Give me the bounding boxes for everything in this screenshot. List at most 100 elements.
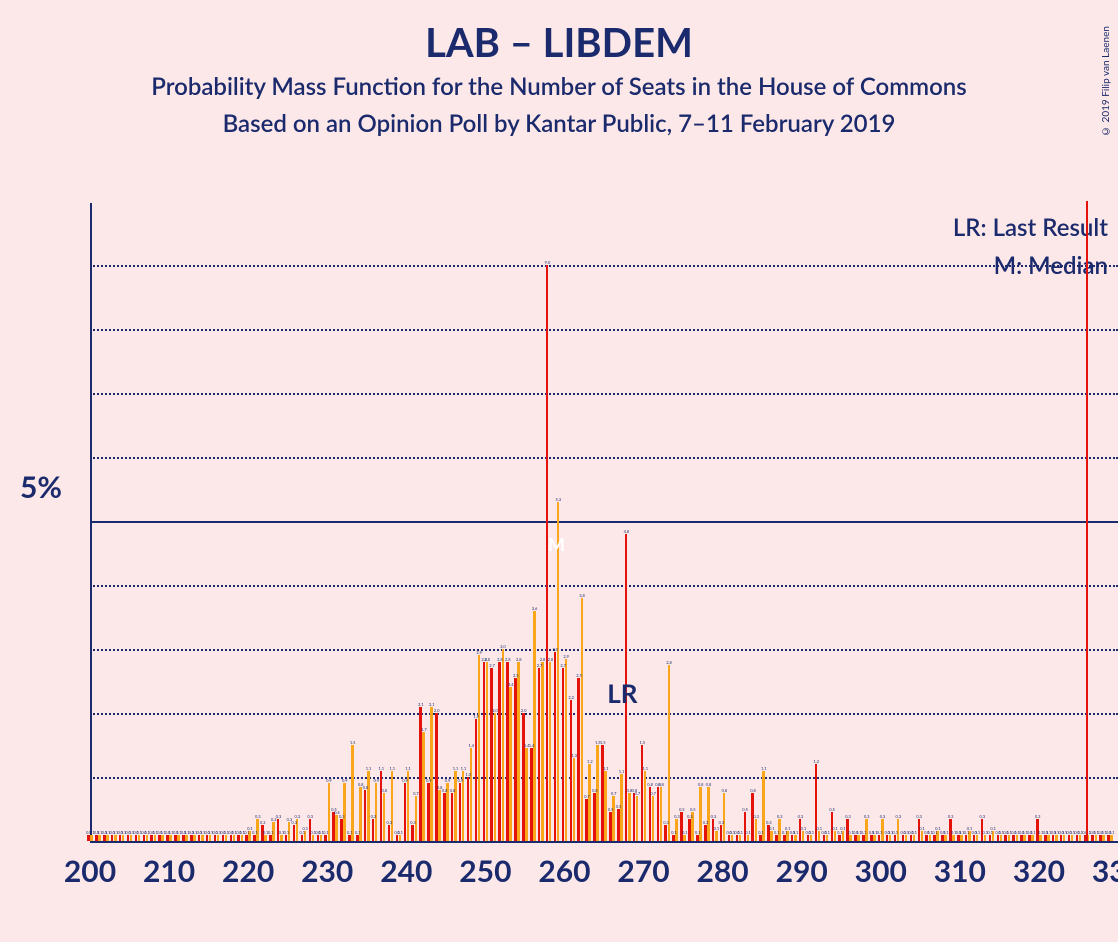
bar-value-label: 0.8: [450, 788, 456, 793]
bar-value-label: 0.1: [758, 830, 764, 835]
bar-orange: [1008, 835, 1011, 841]
bar-value-label: 0.1: [252, 830, 258, 835]
bar-orange: [731, 835, 734, 841]
bar-value-label: 2.8: [516, 657, 522, 662]
bar-orange: [849, 835, 852, 841]
bar-orange: [1110, 835, 1113, 841]
bar-orange: [944, 835, 947, 841]
bar-value-label: 0.3: [687, 814, 693, 819]
bar-orange: [612, 796, 615, 841]
bar-orange: [415, 796, 418, 841]
chart-plot-area: 5% 0.10.10.10.10.10.10.10.10.10.10.10.10…: [90, 203, 1118, 843]
bar-orange: [130, 835, 133, 841]
bar-orange: [1095, 835, 1098, 841]
bar-value-label: 0.3: [339, 814, 345, 819]
x-tick-label: 290: [776, 853, 828, 889]
gridline-minor: [90, 393, 1118, 395]
bar-value-label: 1.1: [453, 766, 459, 771]
bar-value-label: 1.0: [466, 772, 472, 777]
bar-value-label: 0.1: [809, 830, 815, 835]
bar-orange: [723, 793, 726, 841]
bar-orange: [367, 771, 370, 841]
bar-orange: [533, 611, 536, 841]
x-tick-label: 250: [459, 853, 511, 889]
bar-orange: [952, 835, 955, 841]
bar-value-label: 2.8: [505, 657, 511, 662]
bar-value-label: 0.1: [671, 830, 677, 835]
bar-value-label: 0.7: [413, 791, 419, 796]
bar-value-label: 0.1: [682, 830, 688, 835]
bar-orange: [193, 835, 196, 841]
bar-orange: [225, 835, 228, 841]
bar-value-label: 2.2: [568, 695, 574, 700]
bar-value-label: 1.1: [603, 766, 609, 771]
bar-value-label: 2.8: [666, 660, 672, 665]
bar-value-label: 0.3: [777, 814, 783, 819]
bar-value-label: 0.5: [679, 807, 685, 812]
bar-value-label: 0.1: [284, 830, 290, 835]
bar-value-label: 0.3: [845, 814, 851, 819]
bar-value-label: 1.4: [529, 743, 535, 748]
bar-orange: [541, 662, 544, 841]
bar-orange: [280, 835, 283, 841]
bar-orange: [581, 598, 584, 841]
bar-value-label: 2.8: [497, 657, 503, 662]
x-tick-label: 320: [1013, 853, 1065, 889]
bar-value-label: 1.4: [469, 743, 475, 748]
bar-value-label: 0.3: [255, 814, 261, 819]
bar-value-label: 1.2: [587, 759, 593, 764]
median-marker: M: [548, 533, 565, 555]
bar-value-label: 0.1: [695, 830, 701, 835]
bar-orange: [1055, 835, 1058, 841]
bar-value-label: 0.7: [635, 791, 641, 796]
bar-value-label: 0.1: [1109, 830, 1115, 835]
bar-orange: [683, 835, 686, 841]
bar-value-label: 0.3: [295, 814, 301, 819]
bar-orange: [810, 835, 813, 841]
bar-value-label: 0.8: [647, 782, 653, 787]
x-tick-label: 220: [222, 853, 274, 889]
bar-value-label: 1.1: [389, 766, 395, 771]
bar-orange: [588, 764, 591, 841]
bar-value-label: 0.1: [840, 826, 846, 831]
x-tick-label: 270: [617, 853, 669, 889]
bar-orange: [470, 748, 473, 841]
bar-value-label: 0.9: [326, 778, 332, 783]
bar-value-label: 0.7: [611, 791, 617, 796]
bar-orange: [185, 835, 188, 841]
bar-value-label: 0.3: [674, 814, 680, 819]
bar-orange: [343, 783, 346, 841]
bar-orange: [422, 732, 425, 841]
bar-value-label: 0.5: [690, 807, 696, 812]
bar-value-label: 0.3: [386, 820, 392, 825]
x-axis: [90, 841, 1118, 843]
bar-value-label: 0.9: [426, 778, 432, 783]
bar-orange: [707, 787, 710, 841]
bar-value-label: 2.1: [429, 702, 435, 707]
bar-orange: [1102, 835, 1105, 841]
bar-orange: [90, 835, 93, 841]
bar-orange: [161, 835, 164, 841]
x-axis-labels: 2002102202302402502602702802903003103203…: [90, 849, 1118, 889]
bar-orange: [739, 835, 742, 841]
bar-value-label: 1.5: [350, 740, 356, 745]
bar-orange: [201, 835, 204, 841]
bar-value-label: 4.8: [624, 529, 630, 534]
bar-value-label: 3.0: [500, 644, 506, 649]
y-axis-label-5pct: 5%: [20, 469, 62, 505]
x-tick-label: 230: [301, 853, 353, 889]
bar-orange: [573, 758, 576, 841]
x-tick-label: 330: [1092, 853, 1118, 889]
bar-orange: [209, 835, 212, 841]
bar-orange: [98, 835, 101, 841]
bar-value-label: 0.8: [382, 788, 388, 793]
bar-orange: [138, 835, 141, 841]
bar-value-label: 1.1: [461, 766, 467, 771]
bar-value-label: 2.7: [560, 663, 566, 668]
boundary-marker-line: [1086, 201, 1088, 841]
lr-annotation: LR: [607, 677, 637, 709]
bar-value-label: 0.3: [292, 820, 298, 825]
bar-value-label: 0.9: [402, 778, 408, 783]
bar-orange: [1000, 835, 1003, 841]
bar-orange: [604, 771, 607, 841]
